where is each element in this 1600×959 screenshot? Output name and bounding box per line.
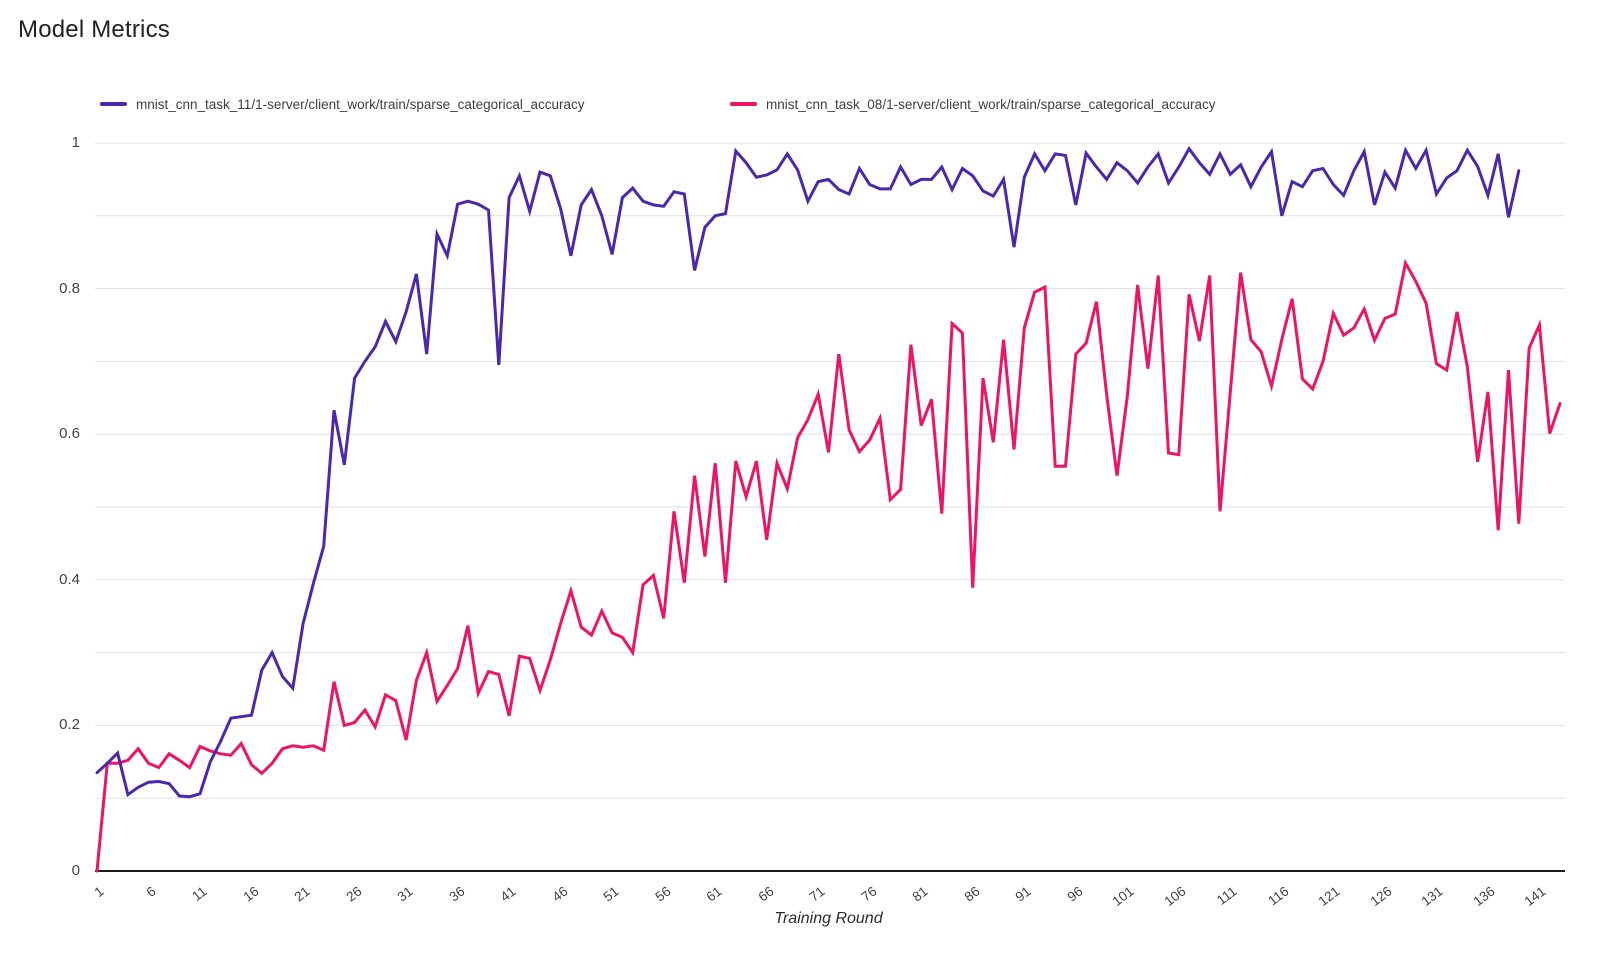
series-line-task-08[interactable] (95, 258, 1562, 873)
chart-title: Model Metrics (18, 16, 170, 43)
legend-label-task-08: mnist_cnn_task_08/1-server/client_work/t… (766, 96, 1216, 112)
y-tick-label: 0.8 (59, 279, 80, 297)
y-tick-label: 0.6 (59, 425, 80, 443)
y-tick-label: 0.4 (59, 570, 80, 588)
legend: mnist_cnn_task_11/1-server/client_work/t… (0, 95, 1600, 115)
legend-label-task-11: mnist_cnn_task_11/1-server/client_work/t… (136, 96, 585, 112)
series-line-task-11[interactable] (95, 146, 1521, 799)
legend-swatch-task-11-icon (100, 102, 127, 106)
y-tick-label: 0 (71, 862, 80, 879)
y-tick-label: 1 (71, 134, 80, 151)
legend-item-task-11[interactable]: mnist_cnn_task_11/1-server/client_work/t… (100, 95, 584, 113)
legend-swatch-task-08-icon (730, 102, 757, 106)
y-tick-label: 0.2 (59, 716, 80, 734)
x-axis-title: Training Round (774, 910, 883, 927)
legend-item-task-08[interactable]: mnist_cnn_task_08/1-server/client_work/t… (730, 95, 1215, 113)
